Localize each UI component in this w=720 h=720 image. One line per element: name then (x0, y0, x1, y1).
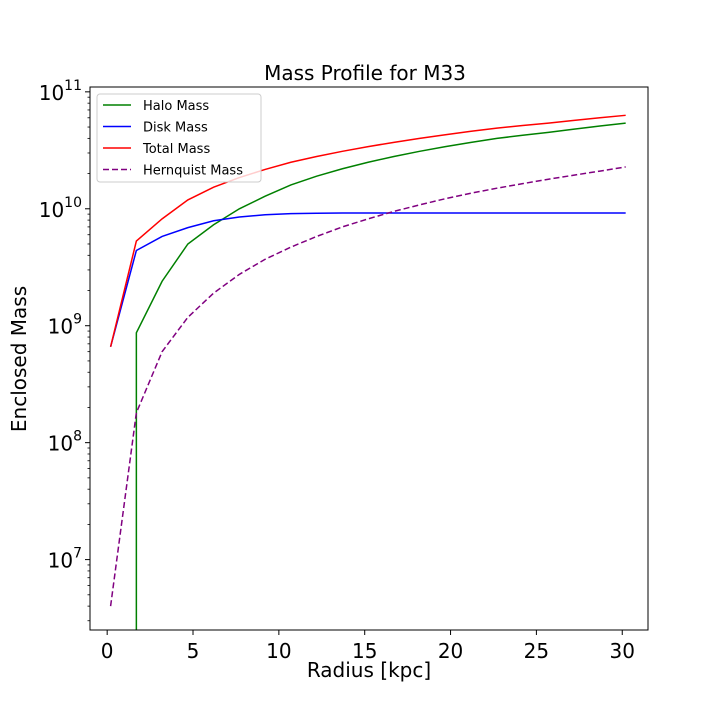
series-line-0 (135, 122, 626, 630)
legend-label: Hernquist Mass (143, 164, 243, 179)
x-axis-label: Radius [kpc] (307, 658, 431, 682)
y-tick-label: 1010 (39, 195, 82, 222)
legend-label: Disk Mass (143, 121, 208, 136)
series-line-2 (109, 114, 626, 347)
x-tick-label: 5 (187, 639, 200, 663)
plot-frame (89, 86, 649, 631)
legend-label: Total Mass (142, 142, 210, 157)
series-layer (109, 114, 626, 630)
y-tick-label: 109 (48, 312, 82, 339)
series-line-3 (109, 166, 626, 607)
x-tick-label: 30 (610, 639, 635, 663)
y-axis-label: Enclosed Mass (7, 286, 31, 432)
x-tick-label: 0 (101, 639, 114, 663)
x-tick-label: 10 (266, 639, 291, 663)
y-axis: 107 108 109 1010 1011 (39, 78, 90, 622)
x-tick-label: 15 (352, 639, 377, 663)
y-tick-label: 1011 (39, 78, 82, 105)
legend-label: Halo Mass (143, 99, 209, 114)
x-tick-label: 25 (524, 639, 549, 663)
y-tick-label: 107 (48, 546, 82, 573)
x-axis: 0 5 10 15 20 25 30 (101, 630, 635, 663)
series-line-1 (109, 212, 626, 348)
chart-title: Mass Profile for M33 (264, 61, 466, 85)
legend-box (96, 93, 262, 183)
y-tick-label: 108 (48, 429, 82, 456)
legend: Halo Mass Disk Mass Total Mass Hernquist Ma… (96, 93, 262, 183)
x-tick-label: 20 (438, 639, 463, 663)
